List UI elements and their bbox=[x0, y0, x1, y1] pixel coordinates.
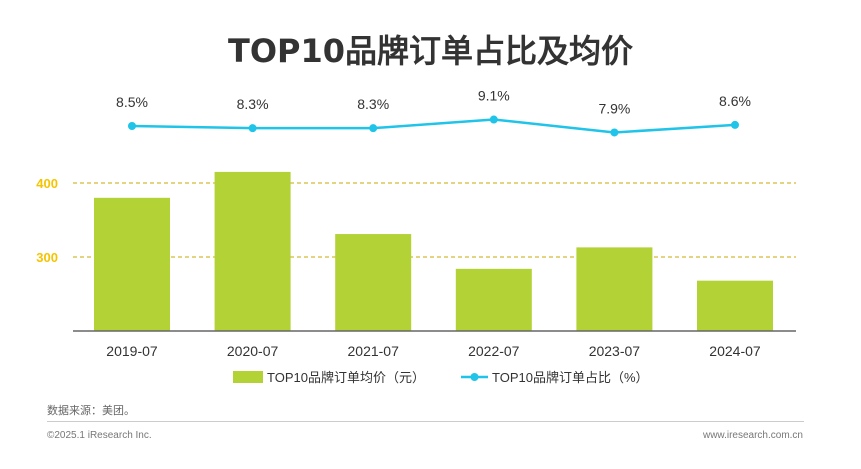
bar bbox=[335, 234, 412, 331]
data-source: 数据来源：美团。 bbox=[47, 405, 135, 417]
x-tick-label: 2019-07 bbox=[106, 343, 158, 359]
legend-bar-swatch bbox=[233, 371, 263, 383]
bar bbox=[214, 171, 291, 331]
data-label: 8.3% bbox=[357, 96, 389, 112]
legend-line-marker bbox=[470, 373, 479, 381]
copyright: ©2025.1 iResearch Inc. bbox=[47, 430, 152, 441]
x-tick-label: 2024-07 bbox=[709, 343, 761, 359]
website: www.iresearch.com.cn bbox=[702, 430, 803, 441]
data-label: 8.6% bbox=[719, 93, 751, 109]
line-point bbox=[610, 128, 619, 137]
line-series bbox=[131, 118, 736, 134]
legend-line-label: TOP10品牌订单占比（%） bbox=[492, 370, 649, 385]
line-point bbox=[489, 115, 498, 124]
x-tick-label: 2020-07 bbox=[227, 343, 279, 359]
bar bbox=[697, 280, 773, 331]
y-tick-label: 300 bbox=[36, 250, 58, 265]
legend-bar-label: TOP10品牌订单均价（元） bbox=[267, 370, 425, 385]
line-point bbox=[731, 120, 739, 129]
x-tick-label: 2023-07 bbox=[589, 343, 641, 359]
data-label: 9.1% bbox=[478, 88, 510, 104]
bar bbox=[455, 268, 532, 331]
chart-title: TOP10品牌订单占比及均价 bbox=[227, 32, 634, 70]
x-tick-label: 2022-07 bbox=[468, 343, 520, 359]
y-tick-label: 400 bbox=[36, 176, 58, 191]
line-point bbox=[369, 124, 378, 133]
data-label: 8.5% bbox=[116, 94, 148, 110]
data-label: 7.9% bbox=[598, 100, 630, 116]
bar bbox=[576, 247, 653, 331]
line-point bbox=[128, 122, 136, 130]
data-label: 8.3% bbox=[237, 96, 269, 112]
line-point bbox=[248, 124, 257, 133]
x-tick-label: 2021-07 bbox=[348, 343, 400, 359]
bar bbox=[94, 197, 170, 331]
footer-divider bbox=[47, 421, 804, 422]
